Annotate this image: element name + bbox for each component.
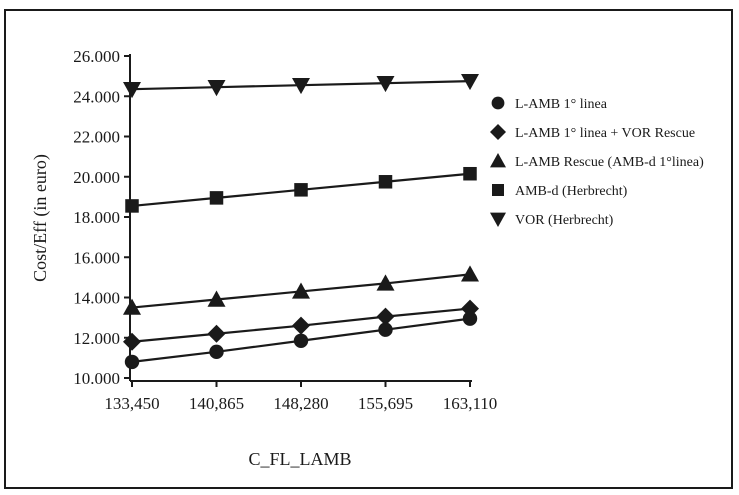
data-point: [292, 77, 310, 95]
data-point: [461, 73, 479, 91]
series-4: [125, 166, 477, 213]
series-3: [123, 265, 479, 315]
y-tick-label: 10.000: [73, 369, 120, 388]
data-point: [293, 333, 309, 348]
y-tick-label: 20.000: [73, 168, 120, 187]
x-tick-label: 163,110: [443, 394, 498, 413]
legend-item: AMB-d (Herbrecht): [492, 184, 628, 199]
data-point: [461, 299, 479, 318]
y-tick-label: 24.000: [73, 87, 120, 106]
data-point: [376, 75, 395, 93]
data-point: [462, 311, 478, 326]
y-tick-label: 12.000: [73, 329, 120, 348]
data-point: [209, 191, 224, 205]
x-tick-label: 133,450: [104, 394, 159, 413]
y-tick-label: 22.000: [73, 128, 120, 147]
legend-label: AMB-d (Herbrecht): [515, 184, 628, 199]
data-point: [294, 183, 308, 197]
y-axis-title: Cost/Eff (in euro): [30, 154, 51, 282]
legend-item: L-AMB 1° linea: [491, 96, 608, 112]
data-point: [378, 322, 393, 337]
legend-marker: [490, 212, 506, 227]
chart-frame: [4, 9, 733, 489]
data-point: [207, 290, 226, 307]
legend-marker: [491, 96, 505, 110]
legend-item: L-AMB Rescue (AMB-d 1°linea): [490, 153, 704, 170]
legend-marker: [492, 184, 504, 196]
data-point: [292, 316, 310, 335]
legend-marker: [490, 153, 506, 168]
y-tick-label: 18.000: [73, 208, 120, 227]
data-point: [463, 166, 477, 181]
legend: L-AMB 1° linea L-AMB 1° linea + VOR Rescu…: [490, 96, 704, 228]
data-point: [124, 354, 140, 370]
data-point: [207, 79, 226, 97]
x-axis-title: C_FL_LAMB: [248, 449, 351, 469]
series-5: [123, 73, 479, 99]
y-tick-label: 16.000: [73, 248, 120, 267]
y-tick-label: 14.000: [73, 289, 120, 308]
axes: 10.000 12.000 14.000 16.000 18.000 20.000 22.0…: [73, 47, 497, 413]
x-tick-label: 148,280: [273, 394, 328, 413]
series-layer: [123, 73, 479, 370]
data-point: [207, 324, 226, 343]
legend-item: L-AMB 1° linea + VOR Rescue: [490, 124, 695, 141]
legend-label: L-AMB 1° linea: [515, 97, 608, 112]
x-tick-label: 155,695: [358, 394, 413, 413]
data-point: [123, 82, 141, 99]
data-point: [125, 199, 139, 213]
data-point: [209, 344, 224, 360]
x-tick-label: 140,865: [189, 394, 244, 413]
legend-label: VOR (Herbrecht): [515, 213, 614, 228]
legend-label: L-AMB Rescue (AMB-d 1°linea): [515, 155, 704, 170]
data-point: [123, 298, 141, 315]
data-point: [376, 274, 395, 291]
data-point: [376, 307, 395, 326]
series-2: [123, 299, 479, 351]
y-tick-label: 26.000: [73, 47, 120, 66]
data-point: [292, 282, 310, 299]
data-point: [461, 265, 479, 282]
legend-item: VOR (Herbrecht): [490, 212, 614, 228]
data-point: [378, 175, 393, 189]
legend-marker: [490, 124, 506, 140]
legend-label: L-AMB 1° linea + VOR Rescue: [515, 126, 695, 141]
data-point: [123, 332, 141, 351]
series-1: [124, 311, 478, 370]
